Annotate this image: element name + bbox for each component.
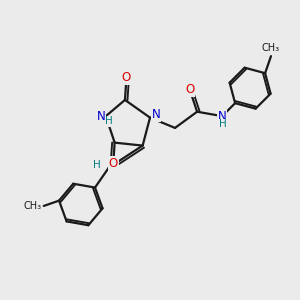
- Text: O: O: [109, 157, 118, 170]
- Text: H: H: [93, 160, 101, 170]
- Text: N: N: [218, 110, 226, 123]
- Text: CH₃: CH₃: [24, 201, 42, 211]
- Text: N: N: [97, 110, 105, 123]
- Text: H: H: [219, 119, 226, 129]
- Text: H: H: [106, 116, 113, 126]
- Text: CH₃: CH₃: [262, 43, 280, 52]
- Text: O: O: [122, 71, 131, 84]
- Text: O: O: [185, 83, 194, 96]
- Text: N: N: [152, 108, 160, 121]
